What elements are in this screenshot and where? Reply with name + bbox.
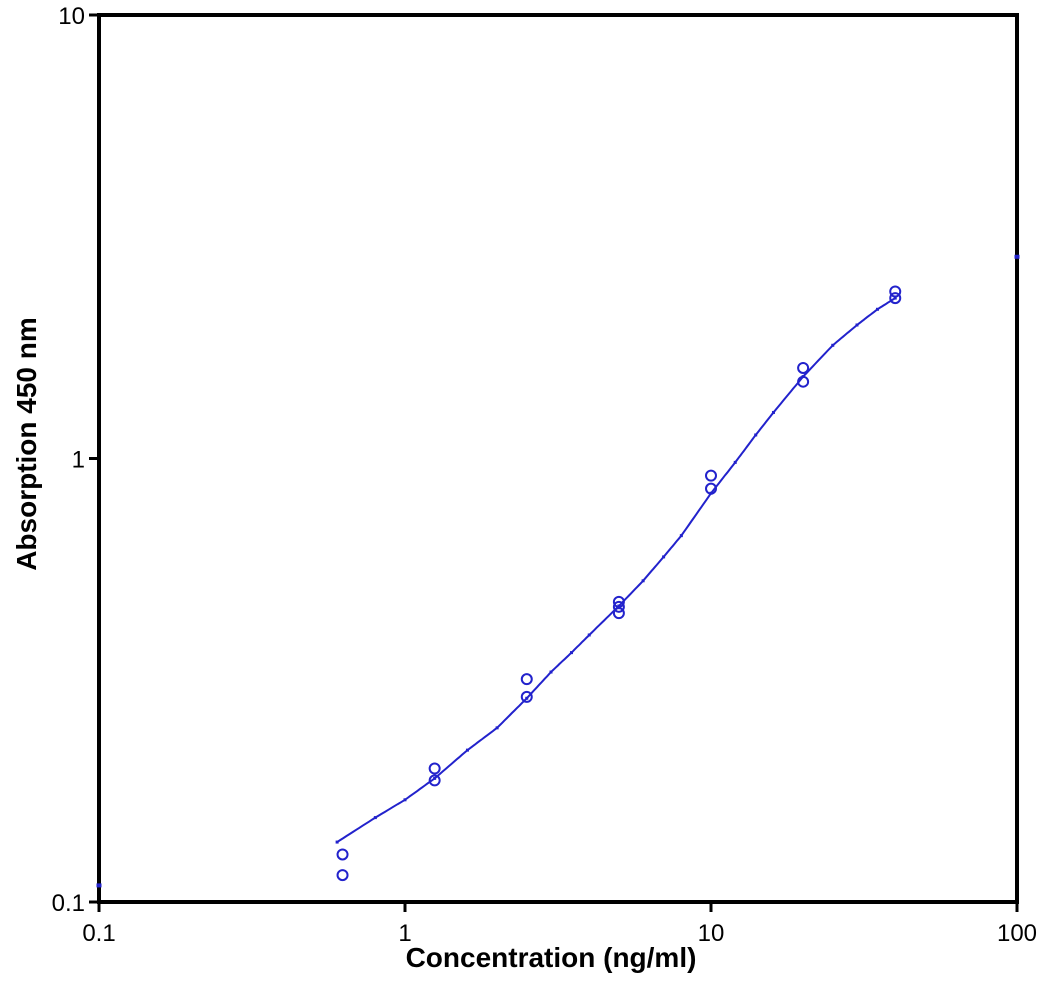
data-points-layer [336,285,902,882]
data-point [520,690,533,703]
data-point [520,673,533,686]
fit-curve-node [465,748,469,752]
data-point [612,595,625,608]
fit-curve-node [495,726,499,730]
tick-labels: 0.1 1 10 100 0.1 1 10 [52,3,1037,947]
fit-curve-node [855,323,859,327]
fit-curve-node [335,840,339,844]
x-tick-label: 0.1 [82,920,115,947]
y-axis-label: Absorption 450 nm [11,317,42,571]
data-point [612,600,625,613]
x-tick-label: 100 [997,920,1037,947]
fit-curve-node [733,460,737,464]
fit-curve-node [569,651,573,655]
fit-curve-node [893,296,897,300]
fit-curve-node [403,798,407,802]
data-point [428,774,441,787]
fit-curve-node [662,555,666,559]
fit-curve-node [433,776,437,780]
fit-curve-node [587,633,591,637]
data-point [889,292,902,305]
x-tick-label: 1 [398,920,411,947]
data-point [797,361,810,374]
fit-curve-node [641,579,645,583]
edge-mark [1014,254,1020,259]
fit-curve-node [549,670,553,674]
fit-curve-layer [335,296,897,844]
x-axis-label: Concentration (ng/ml) [406,942,697,973]
y-tick-label: 1 [72,447,85,474]
axis-ticks [89,13,1019,912]
data-point [889,285,902,298]
fit-curve [336,297,896,843]
data-point [428,762,441,775]
fit-curve-node [525,696,529,700]
plot-frame [97,13,1019,904]
data-point [705,482,717,495]
edge-mark [96,883,102,888]
fit-curve-node [679,534,683,538]
fit-curve-node [771,410,775,414]
fit-curve-node [831,343,835,347]
data-point [336,848,349,861]
data-point [797,375,810,388]
fit-curve-node [373,816,377,820]
y-tick-label: 0.1 [52,890,85,917]
y-tick-label: 10 [58,3,85,30]
data-point [705,469,717,482]
fit-curve-node [754,433,758,437]
data-point [336,869,349,882]
fit-curve-node [875,307,879,311]
x-tick-label: 10 [698,920,725,947]
edge-marks-layer [96,254,1020,888]
data-point [612,607,625,620]
